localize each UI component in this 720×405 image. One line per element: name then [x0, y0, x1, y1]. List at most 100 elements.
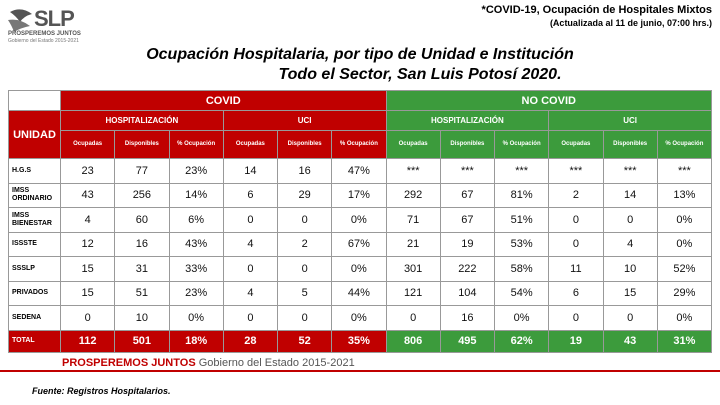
- data-row: ISSSTE 12 16 43% 4 2 67% 21 19 53% 0 4 0%: [8, 231, 713, 257]
- cell: 29%: [656, 280, 713, 306]
- note: (Actualizada al 11 de junio, 07:00 hrs.): [549, 18, 712, 28]
- total-cell: 35%: [331, 329, 387, 353]
- column-header: Ocupadas: [59, 130, 116, 159]
- cell: ***: [385, 158, 441, 184]
- title: Todo el Sector, San Luis Potosí 2020.: [278, 66, 562, 83]
- total-cell: 52: [276, 329, 333, 353]
- cell: 81%: [493, 182, 550, 208]
- cell: 19: [439, 231, 496, 257]
- total-cell: 112: [59, 329, 116, 353]
- cell: 0: [222, 256, 279, 282]
- cell: 67: [439, 182, 496, 208]
- cell: 5: [276, 280, 333, 306]
- cell: 0: [59, 305, 116, 331]
- sub-header: UCI: [222, 110, 387, 131]
- cell: 51%: [493, 207, 550, 233]
- cell: 15: [59, 280, 116, 306]
- cell: 0: [222, 305, 279, 331]
- cell: 0: [222, 207, 279, 233]
- total-cell: 31%: [656, 329, 713, 353]
- total-cell: 62%: [493, 329, 550, 353]
- cell: 292: [385, 182, 441, 208]
- total-cell: 18%: [168, 329, 224, 353]
- column-header: Disponibles: [439, 130, 496, 159]
- note: *COVID-19, Ocupación de Hospitales Mixto…: [481, 4, 712, 16]
- cell: 52%: [656, 256, 713, 282]
- cell: 0: [276, 207, 333, 233]
- cell: 0: [548, 231, 604, 257]
- data-row: SEDENA 0 10 0% 0 0 0% 0 16 0% 0 0 0%: [8, 305, 713, 331]
- cell: 0%: [168, 305, 224, 331]
- cell: 43: [59, 182, 116, 208]
- cell: ***: [439, 158, 496, 184]
- cell: 60: [114, 207, 170, 233]
- cell: 0%: [656, 207, 713, 233]
- cell: 54%: [493, 280, 550, 306]
- group-header: COVID: [60, 90, 387, 111]
- cell: 0%: [331, 207, 387, 233]
- total-cell: 28: [222, 329, 279, 353]
- cell: 0%: [331, 305, 387, 331]
- cell: 10: [114, 305, 170, 331]
- blank-cell: [8, 90, 61, 111]
- unit-header: UNIDAD: [8, 110, 61, 159]
- occupancy-table: COVID NO COVID UNIDAD HOSPITALIZACIÓN UCI HOS…: [8, 90, 713, 353]
- cell: 4: [222, 231, 279, 257]
- cell: 104: [439, 280, 496, 306]
- data-row: IMSS ORDINARIO 43 256 14% 6 29 17% 292 67 81% 2 14 1…: [8, 182, 713, 208]
- column-header: Disponibles: [602, 130, 658, 159]
- total-cell: 43: [602, 329, 658, 353]
- row-label: SSSLP: [8, 256, 61, 282]
- cell: 16: [276, 158, 333, 184]
- logo-text: SLP: [34, 6, 75, 31]
- cell: 77: [114, 158, 170, 184]
- row-label: SEDENA: [8, 305, 61, 331]
- title: Ocupación Hospitalaria, por tipo de Unid…: [146, 46, 574, 63]
- cell: 256: [114, 182, 170, 208]
- cell: 11: [548, 256, 604, 282]
- logo-emblem: [8, 9, 32, 32]
- cell: 2: [276, 231, 333, 257]
- cell: 0: [548, 207, 604, 233]
- cell: 13%: [656, 182, 713, 208]
- cell: 53%: [493, 231, 550, 257]
- cell: ***: [656, 158, 713, 184]
- cell: 222: [439, 256, 496, 282]
- data-row: IMSS BIENESTAR 4 60 6% 0 0 0% 71 67 51% 0 0 0%: [8, 207, 713, 233]
- sub-header: HOSPITALIZACIÓN: [60, 110, 224, 131]
- cell: 16: [439, 305, 496, 331]
- total-cell: 806: [385, 329, 441, 353]
- column-header: Disponibles: [276, 130, 333, 159]
- cell: 67%: [331, 231, 387, 257]
- column-header: % Ocupación: [168, 130, 224, 159]
- logo-motto: PROSPEREMOS JUNTOS: [8, 31, 81, 37]
- cell: 16: [114, 231, 170, 257]
- row-label: PRIVADOS: [8, 280, 61, 306]
- row-label: IMSS BIENESTAR: [8, 207, 61, 233]
- row-label: H.G.S: [8, 158, 61, 184]
- footer-brand: PROSPEREMOS JUNTOS Gobierno del Estado 2…: [62, 357, 355, 369]
- cell: 0: [276, 256, 333, 282]
- cell: 4: [59, 207, 116, 233]
- cell: 51: [114, 280, 170, 306]
- cell: 23: [59, 158, 116, 184]
- header-row: COVID NO COVID: [8, 90, 712, 111]
- cell: 0%: [493, 305, 550, 331]
- column-header: Ocupadas: [385, 130, 441, 159]
- footer-motto: PROSPEREMOS JUNTOS: [62, 357, 196, 369]
- cell: 47%: [331, 158, 387, 184]
- cell: 2: [548, 182, 604, 208]
- header-row: Ocupadas Disponibles% Ocupación Ocupadas Di…: [9, 130, 713, 159]
- total-row: TOTAL 112 501 18% 28 52 35% 806 495 62% 19 43 31%: [8, 329, 713, 353]
- data-row: H.G.S 23 77 23% 14 16 47% *** *** *** *** *** ***: [8, 158, 713, 184]
- cell: ***: [548, 158, 604, 184]
- cell: 0: [602, 305, 658, 331]
- column-header: % Ocupación: [493, 130, 550, 159]
- cell: 71: [385, 207, 441, 233]
- cell: 23%: [168, 280, 224, 306]
- data-row: PRIVADOS 15 51 23% 4 5 44% 121 104 54% 6 15 29%: [8, 280, 713, 306]
- logo-sub: Gobierno del Estado 2015-2021: [8, 38, 79, 44]
- cell: ***: [602, 158, 658, 184]
- cell: 14: [222, 158, 279, 184]
- group-header: NO COVID: [385, 90, 712, 111]
